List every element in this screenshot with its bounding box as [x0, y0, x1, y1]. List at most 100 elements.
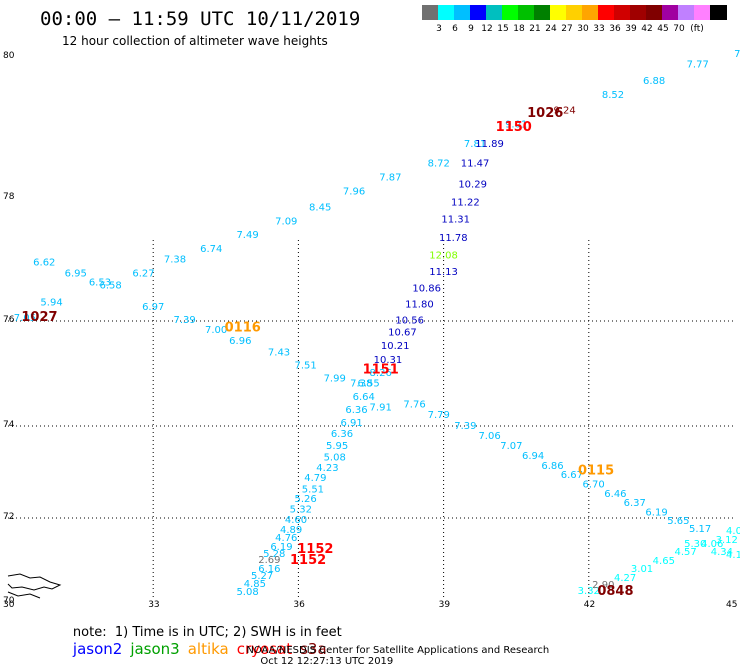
swh-value: 10.86 [412, 283, 441, 294]
swh-value: 6.67 [561, 470, 583, 481]
swh-value: 5.95 [326, 441, 348, 452]
swh-value: 6.46 [604, 489, 626, 500]
swh-value: 7. [734, 49, 740, 60]
swh-value: 7.91 [370, 402, 392, 413]
swh-value: 5.65 [667, 516, 689, 527]
swh-value: 6.70 [583, 480, 605, 491]
pass-time-label: 0116 [225, 321, 261, 336]
scale-label: 24 [545, 24, 557, 34]
swh-value: 4.0 [726, 526, 740, 537]
coastline [7, 573, 62, 599]
scale-label: 45 [657, 24, 669, 34]
lon-tick-label: 33 [148, 600, 160, 610]
swh-value: 5.08 [324, 453, 346, 464]
swh-value: 3.01 [631, 564, 653, 575]
swh-value: 6.91 [341, 418, 363, 429]
coastline-shape [7, 591, 41, 599]
swh-value: 3.32 [578, 586, 600, 597]
swh-value: 7.39 [174, 315, 196, 326]
scale-swatch [646, 5, 663, 20]
swh-value: 6.96 [229, 336, 251, 347]
swh-value: 4.1 [726, 550, 740, 561]
swh-value: 12.08 [429, 250, 458, 261]
scale-swatch [678, 5, 695, 20]
coastline-shape [7, 573, 62, 591]
swh-value: 6.37 [624, 498, 646, 509]
swh-value: 5.08 [236, 587, 258, 598]
swh-value: 7.77 [687, 60, 709, 71]
swh-value: 6.36 [345, 405, 367, 416]
scale-label: 9 [468, 24, 474, 34]
swh-value: 7.05 [14, 313, 36, 324]
swh-value: 11.22 [451, 197, 480, 208]
swh-value: 5.30 [684, 539, 706, 550]
scale-swatch [422, 5, 439, 20]
swh-value: 4.60 [285, 515, 307, 526]
swh-value: 4.57 [674, 547, 696, 558]
swh-value: 11.80 [405, 299, 434, 310]
scale-swatch [662, 5, 679, 20]
swh-value: 7.39 [454, 421, 476, 432]
swh-value: 3.12 [716, 535, 738, 546]
swh-value: 4.76 [275, 533, 297, 544]
scale-label: 6 [452, 24, 458, 34]
swh-value: 7.81 [464, 139, 486, 150]
scale-label: 36 [609, 24, 621, 34]
swh-value: 7.06 [478, 431, 500, 442]
swh-value: 10.21 [381, 341, 410, 352]
swh-value: 10.29 [458, 179, 487, 190]
swh-value: 6.53 [89, 277, 111, 288]
scale-label: 3 [436, 24, 442, 34]
lat-tick-label: 78 [3, 192, 15, 202]
scale-label: 18 [513, 24, 525, 34]
pass-time-label: 1152 [290, 553, 326, 568]
swh-value: 11.89 [475, 139, 504, 150]
page-title: 00:00 – 11:59 UTC 10/11/2019 [40, 8, 361, 30]
swh-value: 11.78 [439, 233, 468, 244]
swh-value: 6.86 [541, 461, 563, 472]
swh-value: 5.28 [263, 549, 285, 560]
scale-swatch [550, 5, 567, 20]
swh-value: 4.85 [244, 579, 266, 590]
page-subtitle: 12 hour collection of altimeter wave hei… [62, 34, 328, 48]
swh-value: 7.38 [164, 255, 186, 266]
scale-swatch [694, 5, 711, 20]
scale-label: 12 [481, 24, 493, 34]
swh-value: 6.94 [522, 451, 544, 462]
scale-swatch [630, 5, 647, 20]
swh-value: 6.88 [643, 76, 665, 87]
swh-value: 7.76 [403, 400, 425, 411]
scale-swatch [486, 5, 503, 20]
swh-value: 5.27 [251, 571, 273, 582]
swh-value: 7.00 [205, 325, 227, 336]
swh-value: 8.52 [602, 90, 624, 101]
swh-value: 2.90 [592, 580, 614, 591]
wave-height-map[interactable]: 6.62 6.956.536.58 6.27 7.38 6.74 7.49 7.09 8.45… [0, 0, 740, 650]
scale-swatch [470, 5, 487, 20]
footer-timestamp: Oct 12 12:27:13 UTC 2019 [260, 656, 394, 667]
swh-value: 6.64 [353, 392, 375, 403]
swh-value: 5.17 [689, 524, 711, 535]
swh-value: 4.34 [711, 547, 733, 558]
swh-value: 5.26 [295, 494, 317, 505]
scale-swatch [710, 5, 727, 20]
pass-time-label: 0848 [597, 584, 633, 599]
scale-swatch [502, 5, 519, 20]
swh-value: 6.95 [65, 269, 87, 280]
swh-value: 6.74 [200, 244, 222, 255]
swh-value: 7.43 [268, 348, 290, 359]
lon-tick-label: 39 [438, 600, 451, 610]
lat-tick-label: 70 [3, 596, 15, 606]
footer: NOAA/NESDIS Center for Satellite Applica… [240, 634, 549, 667]
scale-swatch [582, 5, 599, 20]
swh-value: 9.24 [553, 105, 575, 116]
pass-time-label: 1151 [363, 363, 399, 378]
swh-value: 7.38 [350, 379, 372, 390]
swh-value: 2.69 [258, 555, 280, 566]
swh-value: 11.47 [461, 158, 490, 169]
scale-label: 39 [625, 24, 637, 34]
swh-value: 6.97 [142, 302, 164, 313]
scale-label: 42 [641, 24, 653, 34]
swh-value: 7.87 [379, 172, 401, 183]
